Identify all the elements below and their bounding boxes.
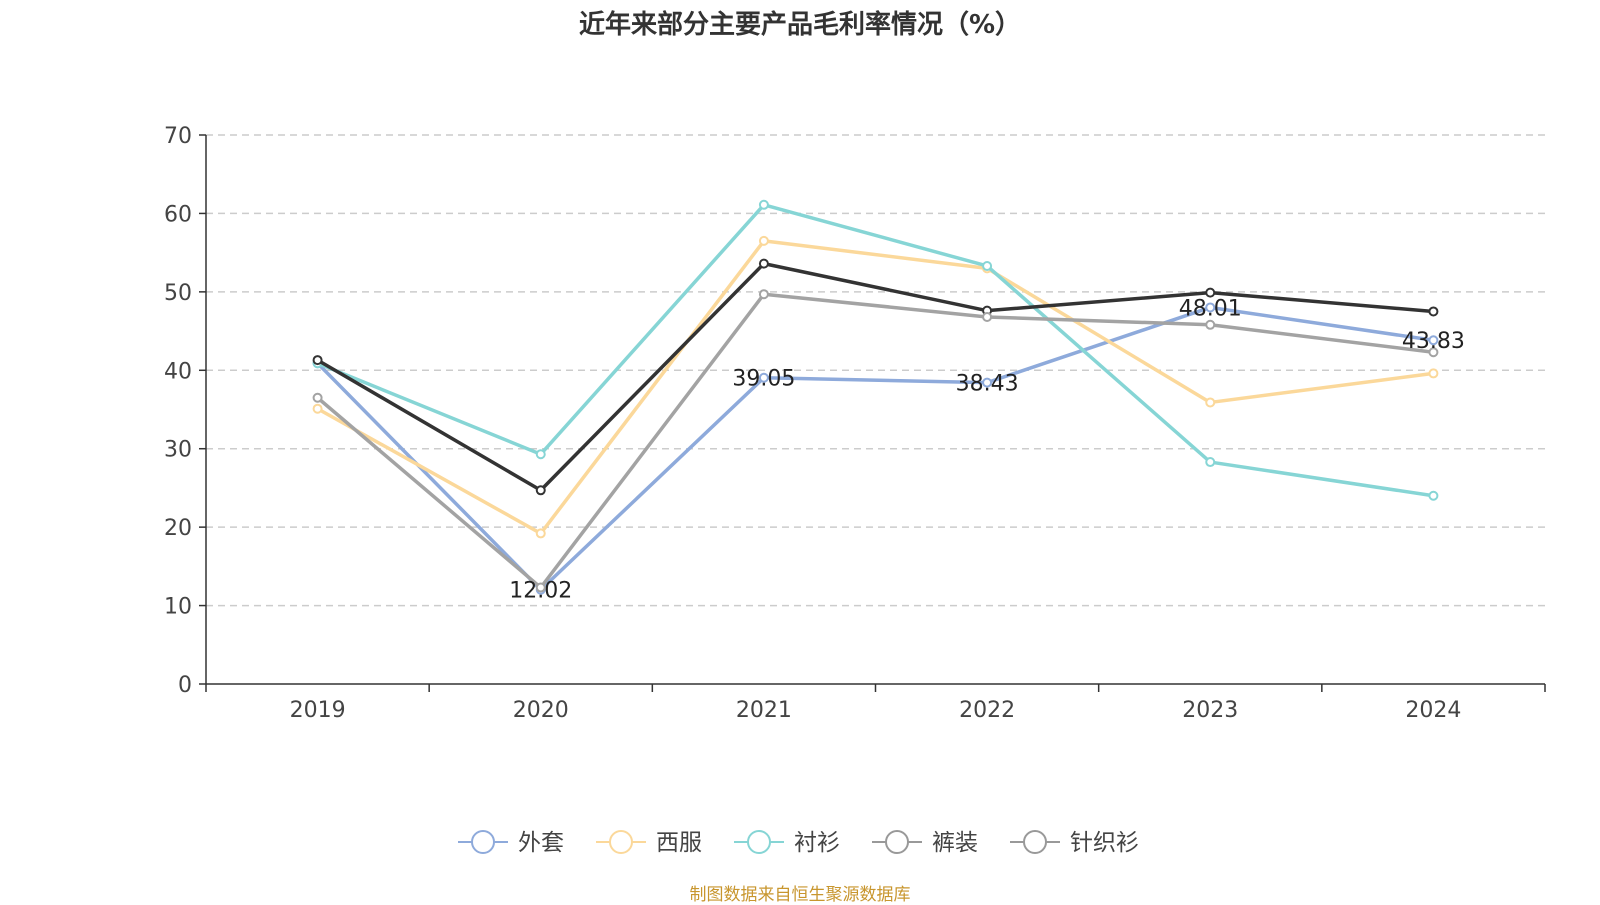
data-point <box>1205 287 1216 298</box>
legend-label: 西服 <box>656 830 702 856</box>
legend-item: 衬衫 <box>734 830 840 856</box>
y-tick-label: 50 <box>164 281 192 306</box>
series-line <box>316 203 1434 498</box>
data-point <box>982 311 993 322</box>
legend-label: 外套 <box>518 830 564 856</box>
data-point <box>982 260 993 271</box>
legend-marker-icon <box>471 830 495 854</box>
data-label: 12.02 <box>509 579 572 604</box>
chart-title: 近年来部分主要产品毛利率情况（%） <box>578 10 1022 40</box>
series-2 <box>312 235 1439 539</box>
legend-item: 外套 <box>458 830 564 856</box>
data-point <box>758 289 769 300</box>
data-point <box>982 377 993 388</box>
y-tick-label: 30 <box>164 438 192 463</box>
series-line <box>316 261 1434 493</box>
legend-marker-icon <box>747 830 771 854</box>
data-point <box>1428 306 1439 317</box>
series-line <box>316 292 1434 590</box>
data-point <box>312 392 323 403</box>
y-tick-label: 20 <box>164 516 192 541</box>
series-4 <box>312 258 1439 496</box>
data-point <box>1428 368 1439 379</box>
data-label: 38.43 <box>956 372 1019 397</box>
legend-marker-icon <box>1023 830 1047 854</box>
data-label: 43.83 <box>1402 329 1465 354</box>
data-point <box>1205 319 1216 330</box>
data-point <box>1428 347 1439 358</box>
x-tick-label: 2021 <box>736 698 792 723</box>
legend-label: 衬衫 <box>794 830 840 856</box>
y-tick-label: 40 <box>164 359 192 384</box>
y-tick-label: 10 <box>164 595 192 620</box>
series-line <box>316 239 1434 536</box>
legend-label: 针织衫 <box>1070 830 1139 856</box>
data-label: 39.05 <box>732 367 795 392</box>
data-point <box>1205 302 1216 313</box>
series-line <box>316 305 1434 592</box>
x-tick-label: 2019 <box>290 698 346 723</box>
series-3 <box>312 199 1439 501</box>
data-point <box>535 528 546 539</box>
legend-marker-icon <box>885 830 909 854</box>
x-tick-label: 2022 <box>959 698 1015 723</box>
data-point <box>535 449 546 460</box>
x-tick-label: 2020 <box>513 698 569 723</box>
x-tick-label: 2023 <box>1182 698 1238 723</box>
data-point <box>312 403 323 414</box>
legend-item: 裤装 <box>872 830 978 856</box>
data-point <box>1205 397 1216 408</box>
data-point <box>535 485 546 496</box>
data-point <box>1428 335 1439 346</box>
data-point <box>758 372 769 383</box>
series-5 <box>312 289 1439 593</box>
data-point <box>1428 490 1439 501</box>
legend-item: 针织衫 <box>1010 830 1139 856</box>
y-tick-label: 70 <box>164 124 192 149</box>
y-tick-label: 0 <box>178 673 192 698</box>
x-tick-label: 2024 <box>1405 698 1461 723</box>
data-point <box>758 258 769 269</box>
data-point <box>758 235 769 246</box>
data-point <box>1205 457 1216 468</box>
legend-marker-icon <box>609 830 633 854</box>
data-point <box>312 355 323 366</box>
y-tick-label: 60 <box>164 202 192 227</box>
legend-item: 西服 <box>596 830 702 856</box>
data-label: 48.01 <box>1179 296 1242 321</box>
legend-label: 裤装 <box>932 830 978 856</box>
data-point <box>535 582 546 593</box>
data-point <box>758 199 769 210</box>
source-note: 制图数据来自恒生聚源数据库 <box>689 885 911 905</box>
